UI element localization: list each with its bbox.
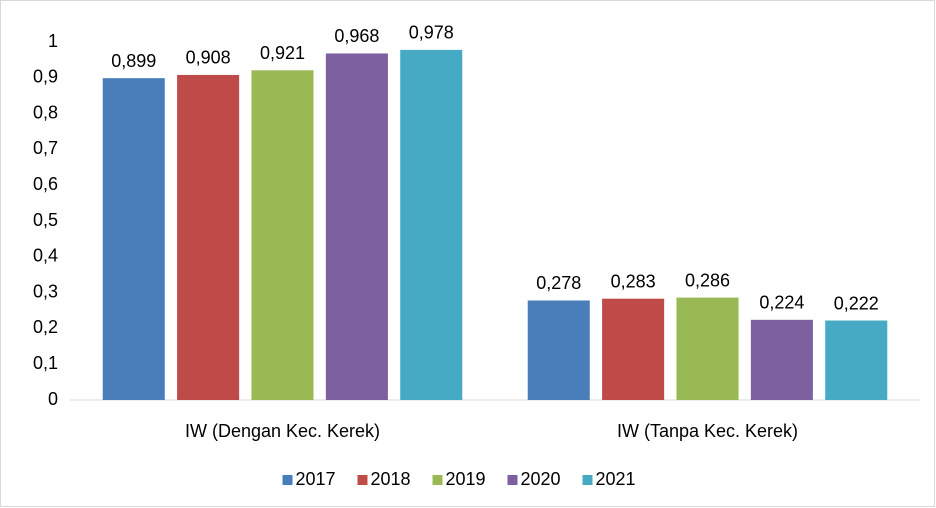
legend-label: 2017 xyxy=(296,469,336,489)
legend-swatch xyxy=(507,475,518,485)
bar xyxy=(825,320,888,400)
y-tick-label: 0,5 xyxy=(33,210,58,230)
value-label: 0,908 xyxy=(186,48,231,68)
value-label: 0,224 xyxy=(759,293,804,313)
legend-label: 2020 xyxy=(521,469,561,489)
legend-swatch xyxy=(432,475,443,485)
y-tick-label: 0,7 xyxy=(33,138,58,158)
y-tick-label: 0,3 xyxy=(33,281,58,301)
y-tick-label: 0,4 xyxy=(33,246,58,266)
legend-label: 2021 xyxy=(596,469,636,489)
value-label: 0,222 xyxy=(834,293,879,313)
y-tick-label: 0,9 xyxy=(33,67,58,87)
x-tick-label: IW (Tanpa Kec. Kerek) xyxy=(617,421,798,441)
bar xyxy=(102,78,165,401)
y-tick-label: 0,8 xyxy=(33,102,58,122)
legend-swatch xyxy=(582,475,593,485)
legend-label: 2019 xyxy=(446,469,486,489)
y-tick-label: 1 xyxy=(48,31,58,51)
value-label: 0,286 xyxy=(685,270,730,290)
y-tick-label: 0,6 xyxy=(33,174,58,194)
bar xyxy=(251,70,314,401)
bar xyxy=(602,298,665,400)
value-label: 0,978 xyxy=(409,23,454,43)
y-tick-label: 0,1 xyxy=(33,353,58,373)
value-label: 0,283 xyxy=(611,271,656,291)
bar xyxy=(676,297,739,400)
value-label: 0,278 xyxy=(536,273,581,293)
legend-swatch xyxy=(282,475,293,485)
value-label: 0,921 xyxy=(260,43,305,63)
y-tick-label: 0,2 xyxy=(33,317,58,337)
legend-label: 2018 xyxy=(371,469,411,489)
y-tick-label: 0 xyxy=(48,389,58,409)
legend-swatch xyxy=(357,475,368,485)
x-tick-label: IW (Dengan Kec. Kerek) xyxy=(185,421,380,441)
bar xyxy=(177,74,240,400)
value-label: 0,968 xyxy=(334,26,379,46)
bar xyxy=(527,300,590,400)
bar xyxy=(750,319,813,400)
value-label: 0,899 xyxy=(111,51,156,71)
bar xyxy=(325,53,388,401)
bar xyxy=(400,49,463,400)
